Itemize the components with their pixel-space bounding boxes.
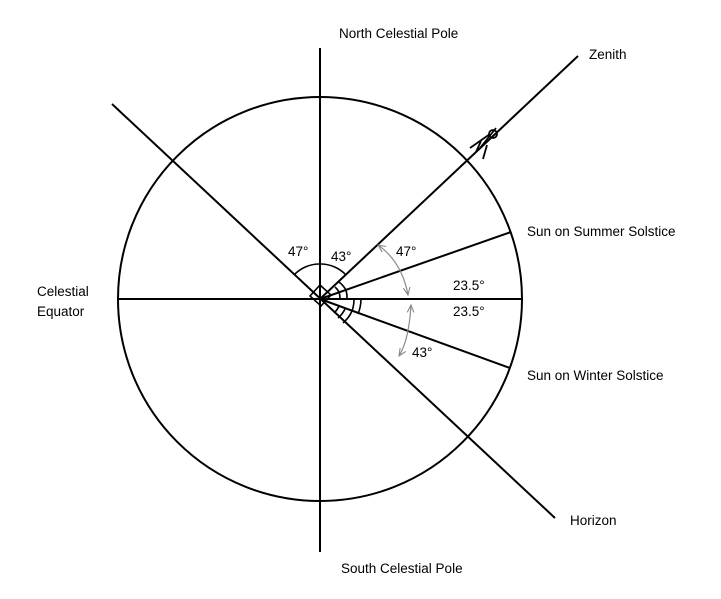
arc-zenith-summer-b	[338, 281, 347, 291]
guide-arrow-47	[378, 245, 408, 295]
arc-horizon-to-pole	[293, 263, 321, 276]
horizon-label: Horizon	[570, 513, 617, 528]
angle-label-summer-equator: 23.5°	[453, 278, 485, 293]
winter-solstice-label: Sun on Winter Solstice	[527, 368, 664, 383]
horizon-line	[111, 103, 556, 519]
arc-winter-horizon-c	[342, 310, 353, 324]
angle-label-equator-winter: 23.5°	[453, 304, 485, 319]
zenith-line	[319, 55, 579, 300]
summer-sun-line	[319, 231, 512, 300]
celestial-equator-label-line1: Celestial	[37, 284, 89, 299]
angle-label-horizon-pole: 47°	[288, 244, 308, 259]
arc-zenith-summer-a	[334, 286, 340, 293]
right-angle-marker	[308, 283, 333, 308]
summer-solstice-label: Sun on Summer Solstice	[527, 224, 676, 239]
guide-arrow-43	[399, 305, 411, 356]
angle-label-zenith-summer: 47°	[396, 244, 416, 259]
celestial-equator-label-line2: Equator	[37, 304, 85, 319]
arc-pole-to-zenith	[319, 263, 347, 276]
arc-summer-inner	[338, 291, 341, 300]
arc-summer-outer	[345, 289, 348, 300]
zenith-label: Zenith	[589, 47, 627, 62]
south-celestial-pole-label: South Celestial Pole	[341, 561, 463, 576]
arc-winter-horizon-a	[333, 305, 340, 314]
arc-equator-winter-b	[357, 298, 362, 315]
angle-label-pole-zenith: 43°	[331, 249, 351, 264]
observer-stick-figure	[469, 127, 498, 160]
arc-winter-horizon-b	[337, 308, 346, 319]
angle-label-winter-horizon: 43°	[412, 345, 432, 360]
north-celestial-pole-label: North Celestial Pole	[339, 26, 458, 41]
arc-equator-winter-a	[351, 298, 355, 312]
